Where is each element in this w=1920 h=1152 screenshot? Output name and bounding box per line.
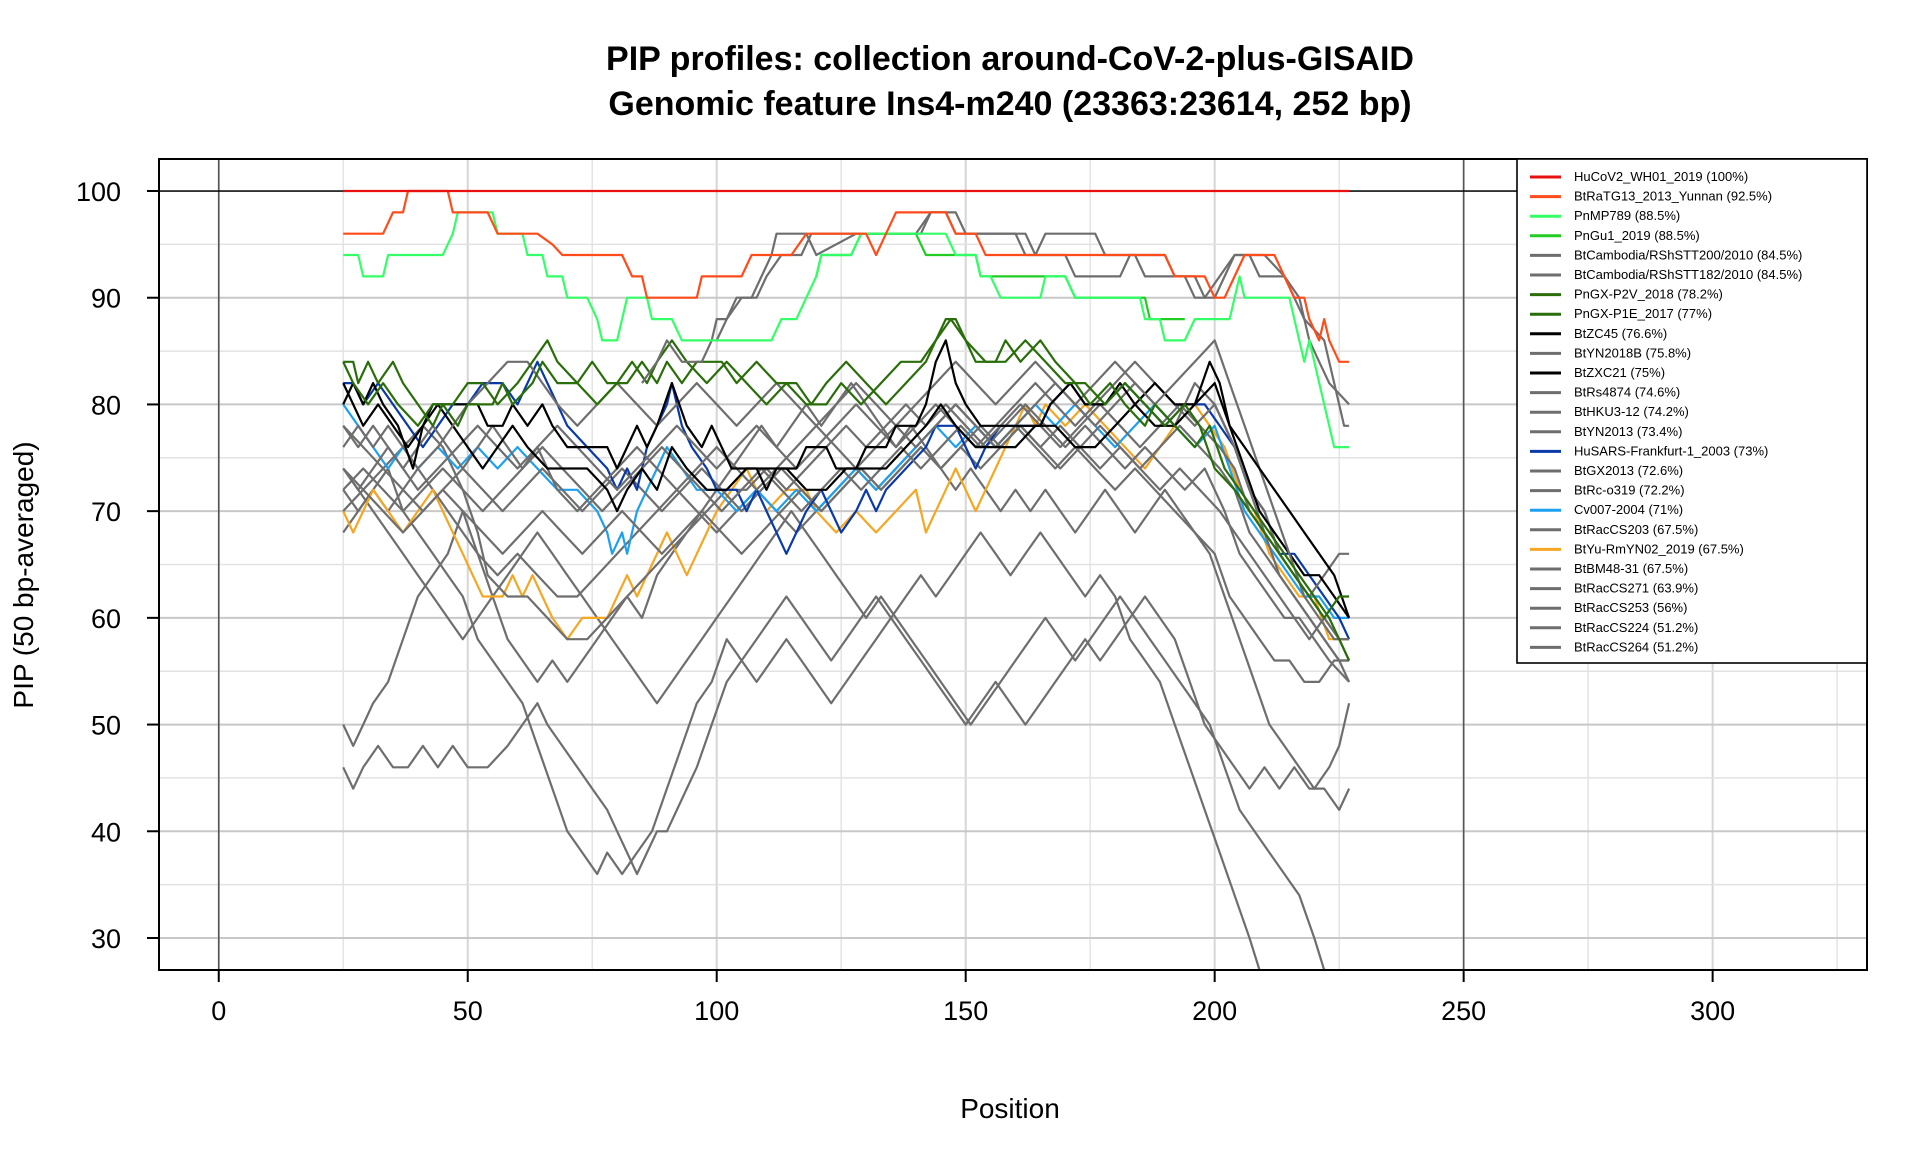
- legend-entry: BtCambodia/RShSTT182/2010 (84.5%): [1574, 267, 1802, 282]
- chart-subtitle: Genomic feature Ins4-m240 (23363:23614, …: [608, 85, 1411, 123]
- legend-entry: PnMP789 (88.5%): [1574, 208, 1680, 223]
- legend-entry: Cv007-2004 (71%): [1574, 502, 1683, 517]
- legend-entry: PnGu1_2019 (88.5%): [1574, 228, 1700, 243]
- series-line: [342, 403, 1350, 683]
- legend-entry: BtHKU3-12 (74.2%): [1574, 404, 1689, 419]
- legend-entry: BtRacCS253 (56%): [1574, 600, 1687, 615]
- series-line: [641, 211, 1350, 427]
- legend-entry: BtRc-o319 (72.2%): [1574, 483, 1685, 498]
- series-line: [715, 211, 1350, 406]
- legend-entry: HuSARS-Frankfurt-1_2003 (73%): [1574, 443, 1768, 458]
- legend-box: [1516, 158, 1868, 664]
- series-line: [342, 403, 1350, 598]
- y-tick-label: 30: [91, 924, 121, 954]
- chart-title: PIP profiles: collection around-CoV-2-pl…: [606, 40, 1414, 78]
- legend-entry: BtZXC21 (75%): [1574, 365, 1665, 380]
- x-tick-label: 300: [1690, 996, 1735, 1026]
- legend-entry: BtRacCS224 (51.2%): [1574, 620, 1698, 635]
- legend-entry: BtCambodia/RShSTT200/2010 (84.5%): [1574, 247, 1802, 262]
- legend-entry: PnGX-P1E_2017 (77%): [1574, 306, 1712, 321]
- series-line: [343, 189, 1350, 363]
- x-tick-label: 200: [1192, 996, 1237, 1026]
- series-line: [343, 211, 1350, 449]
- series-line: [342, 339, 1351, 619]
- x-tick-label: 0: [211, 996, 226, 1026]
- legend: HuCoV2_WH01_2019 (100%) BtRaTG13_2013_Yun…: [1516, 158, 1868, 664]
- series-line: [342, 360, 1351, 683]
- series-line: [342, 382, 1351, 619]
- y-tick-label: 60: [91, 604, 121, 634]
- series-line: [342, 467, 1261, 970]
- series-line: [342, 467, 1326, 970]
- x-tick-label: 250: [1441, 996, 1486, 1026]
- y-tick-label: 40: [91, 817, 121, 847]
- legend-entry: BtRacCS203 (67.5%): [1574, 522, 1698, 537]
- legend-entry: BtRacCS264 (51.2%): [1574, 639, 1698, 654]
- series-line: [342, 382, 1351, 790]
- legend-entry: BtYN2018B (75.8%): [1574, 345, 1691, 360]
- series-line: [343, 318, 1351, 661]
- x-tick-label: 100: [694, 996, 739, 1026]
- legend-entry: BtYN2013 (73.4%): [1574, 424, 1682, 439]
- y-tick-label: 70: [91, 497, 121, 527]
- x-tick-label: 150: [943, 996, 988, 1026]
- legend-entry: BtRs4874 (74.6%): [1574, 385, 1680, 400]
- y-axis-label: PIP (50 bp-averaged): [8, 441, 39, 708]
- legend-entry: BtRaTG13_2013_Yunnan (92.5%): [1574, 189, 1772, 204]
- y-tick-label: 90: [91, 284, 121, 314]
- y-tick-label: 80: [91, 390, 121, 420]
- series-line: [342, 595, 1351, 876]
- legend-entry: BtYu-RmYN02_2019 (67.5%): [1574, 541, 1744, 556]
- legend-entry: BtZC45 (76.6%): [1574, 326, 1667, 341]
- x-axis-label: Position: [960, 1093, 1060, 1124]
- series-lines: [342, 189, 1351, 970]
- series-line: [342, 339, 1350, 641]
- legend-entry: PnGX-P2V_2018 (78.2%): [1574, 287, 1723, 302]
- legend-entry: HuCoV2_WH01_2019 (100%): [1574, 169, 1748, 184]
- y-tick-label: 100: [76, 177, 121, 207]
- legend-entry: BtGX2013 (72.6%): [1574, 463, 1683, 478]
- legend-entry: BtRacCS271 (63.9%): [1574, 581, 1698, 596]
- y-tick-label: 50: [91, 711, 121, 741]
- legend-entry: BtBM48-31 (67.5%): [1574, 561, 1688, 576]
- x-tick-label: 50: [453, 996, 483, 1026]
